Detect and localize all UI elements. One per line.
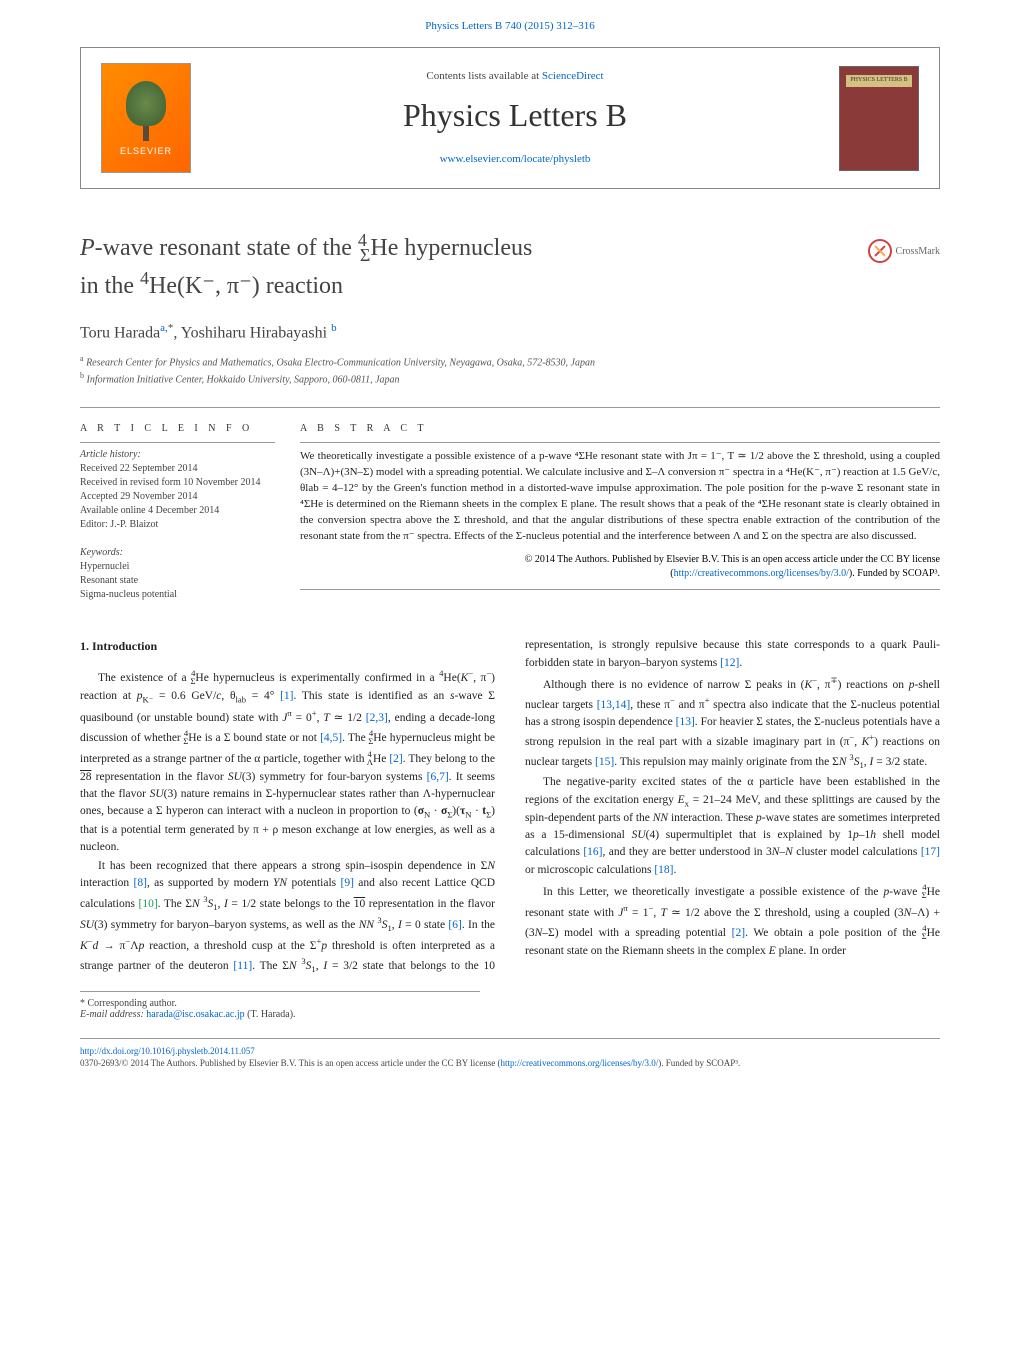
affiliation-a: a Research Center for Physics and Mathem…	[80, 353, 940, 370]
title-italic-p: P	[80, 235, 95, 261]
ref-2-3[interactable]: [2,3]	[366, 711, 388, 723]
elsevier-tree-icon	[121, 81, 171, 141]
ref-1[interactable]: [1]	[280, 690, 293, 702]
abstract-heading: A B S T R A C T	[300, 423, 940, 434]
ref-2[interactable]: [2]	[389, 753, 402, 765]
ref-6-7[interactable]: [6,7]	[427, 771, 449, 783]
ref-6[interactable]: [6]	[448, 918, 461, 930]
publisher-name: ELSEVIER	[120, 146, 172, 156]
section-1-heading: 1. Introduction	[80, 637, 495, 655]
copyright-line1: © 2014 The Authors. Published by Elsevie…	[525, 554, 940, 565]
ref-18[interactable]: [18]	[654, 864, 673, 876]
footer-cc-link[interactable]: http://creativecommons.org/licenses/by/3…	[500, 1058, 658, 1068]
article-info: A R T I C L E I N F O Article history: R…	[80, 423, 275, 602]
title-sup4b: 4	[140, 268, 149, 288]
footnote-block: * Corresponding author. E-mail address: …	[80, 991, 480, 1020]
ref-17[interactable]: [17]	[921, 846, 940, 858]
title-line2-rest: He(K⁻, π⁻) reaction	[149, 273, 343, 299]
ref-2b[interactable]: [2]	[732, 927, 745, 939]
abstract-rule	[300, 442, 940, 443]
abstract-copyright: © 2014 The Authors. Published by Elsevie…	[300, 553, 940, 581]
author-2-name: Yoshiharu Hirabayashi	[181, 325, 327, 342]
para-1: The existence of a 4ΣHe hypernucleus is …	[80, 667, 495, 856]
ref-9[interactable]: [9]	[341, 877, 354, 889]
email-label: E-mail address:	[80, 1009, 146, 1020]
doi-link[interactable]: http://dx.doi.org/10.1016/j.physletb.201…	[80, 1046, 255, 1056]
journal-url-link[interactable]: www.elsevier.com/locate/physletb	[440, 153, 591, 165]
abstract-rule-bottom	[300, 589, 940, 590]
abstract-column: A B S T R A C T We theoretically investi…	[300, 423, 940, 602]
rule-top	[80, 407, 940, 408]
author-1-aff: a,	[160, 322, 168, 334]
para-4: Although there is no evidence of narrow …	[525, 674, 940, 773]
masthead-center: Contents lists available at ScienceDirec…	[191, 70, 839, 167]
journal-masthead: ELSEVIER Contents lists available at Sci…	[80, 47, 940, 189]
footer-funded: ). Funded by SCOAP³.	[658, 1058, 740, 1068]
para-5: The negative-parity excited states of th…	[525, 774, 940, 878]
author-1-name: Toru Harada	[80, 325, 160, 342]
header-citation: Physics Letters B 740 (2015) 312–316	[0, 0, 1020, 37]
keyword-3: Sigma-nucleus potential	[80, 588, 275, 602]
ref-13[interactable]: [13]	[676, 716, 695, 728]
availability-line: Contents lists available at ScienceDirec…	[191, 70, 839, 82]
ref-15[interactable]: [15]	[595, 756, 614, 768]
title-part1: -wave resonant state of the	[95, 235, 358, 261]
ref-11[interactable]: [11]	[233, 960, 252, 972]
author-2-aff: b	[331, 322, 337, 334]
abstract-text: We theoretically investigate a possible …	[300, 449, 940, 545]
author-line: Toru Haradaa,*, Yoshiharu Hirabayashi b	[80, 322, 940, 342]
email-line: E-mail address: harada@isc.osakac.ac.jp …	[80, 1009, 480, 1020]
journal-name: Physics Letters B	[191, 97, 839, 134]
history-online: Available online 4 December 2014	[80, 504, 275, 518]
availability-text: Contents lists available at	[426, 70, 541, 82]
affiliations: a Research Center for Physics and Mathem…	[80, 353, 940, 388]
email-author-name: (T. Harada).	[245, 1009, 296, 1020]
keywords-heading: Keywords:	[80, 547, 275, 558]
author-sep: ,	[173, 325, 180, 342]
publisher-logo: ELSEVIER	[101, 63, 191, 173]
ref-16[interactable]: [16]	[583, 846, 602, 858]
ref-10[interactable]: [10]	[138, 897, 157, 909]
author-email-link[interactable]: harada@isc.osakac.ac.jp	[146, 1009, 244, 1020]
ref-13-14[interactable]: [13,14]	[597, 699, 631, 711]
keyword-1: Hypernuclei	[80, 560, 275, 574]
history-revised: Received in revised form 10 November 201…	[80, 476, 275, 490]
title-sub-sigma: Σ	[360, 245, 370, 265]
journal-homepage: www.elsevier.com/locate/physletb	[191, 149, 839, 167]
history-accepted: Accepted 29 November 2014	[80, 490, 275, 504]
title-line2-prefix: in the	[80, 273, 140, 299]
crossmark-label: CrossMark	[896, 246, 940, 257]
journal-cover-thumb: PHYSICS LETTERS B	[839, 66, 919, 171]
history-editor: Editor: J.-P. Blaizot	[80, 518, 275, 532]
para-6: In this Letter, we theoretically investi…	[525, 881, 940, 960]
title-part2: He hypernucleus	[370, 235, 532, 261]
crossmark-icon	[868, 239, 892, 263]
sciencedirect-link[interactable]: ScienceDirect	[542, 70, 604, 82]
citation-link[interactable]: Physics Letters B 740 (2015) 312–316	[425, 20, 595, 32]
footer-copyright: 0370-2693/© 2014 The Authors. Published …	[80, 1058, 500, 1068]
title-block: P-wave resonant state of the 4 ΣHe hypern…	[80, 229, 940, 302]
keyword-2: Resonant state	[80, 574, 275, 588]
info-heading: A R T I C L E I N F O	[80, 423, 275, 434]
history-heading: Article history:	[80, 449, 275, 460]
corresponding-author: * Corresponding author.	[80, 998, 480, 1009]
ref-12[interactable]: [12]	[720, 657, 739, 669]
cc-license-link[interactable]: http://creativecommons.org/licenses/by/3…	[674, 568, 849, 579]
history-received: Received 22 September 2014	[80, 462, 275, 476]
cover-label: PHYSICS LETTERS B	[840, 77, 918, 83]
ref-4-5[interactable]: [4,5]	[320, 732, 342, 744]
info-abstract-row: A R T I C L E I N F O Article history: R…	[80, 423, 940, 602]
body-text: 1. Introduction The existence of a 4ΣHe …	[80, 637, 940, 976]
info-rule	[80, 442, 275, 443]
article-title: P-wave resonant state of the 4 ΣHe hypern…	[80, 229, 940, 302]
crossmark-badge[interactable]: CrossMark	[868, 239, 940, 263]
footer-bar: http://dx.doi.org/10.1016/j.physletb.201…	[80, 1038, 940, 1070]
ref-8[interactable]: [8]	[134, 877, 147, 889]
affiliation-b: b Information Initiative Center, Hokkaid…	[80, 370, 940, 387]
copyright-post: ). Funded by SCOAP³.	[849, 568, 940, 579]
